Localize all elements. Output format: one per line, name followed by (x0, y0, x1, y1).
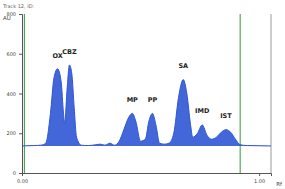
peak-label: IMD (195, 107, 210, 115)
x-axis-line (23, 174, 272, 177)
y-tick-label: 200 (6, 130, 16, 136)
peak-label: OX (52, 52, 62, 60)
peak-label: MP (127, 96, 138, 104)
y-tick: 600 (6, 51, 22, 57)
peak-label: SA (178, 62, 188, 70)
y-tick: 200 (6, 130, 22, 136)
peak-label: CBZ (62, 48, 77, 56)
y-tick-mark (19, 133, 22, 134)
x-tick-label: 1.00 (254, 178, 265, 184)
plot: 0.001.000200400600800OXCBZMPPPSAIMDIST (6, 11, 271, 183)
densitogram-line (22, 65, 271, 146)
y-axis-line (19, 15, 23, 174)
marks (22, 14, 271, 173)
x-tick: 0.00 (17, 173, 28, 184)
y-tick-label: 400 (6, 91, 16, 97)
y-tick-mark (19, 54, 22, 55)
peak-labels: OXCBZ MP PP SA IMD IST (52, 48, 232, 121)
marker-line (24, 14, 25, 173)
y-tick: 400 (6, 91, 22, 97)
frame-right (271, 14, 272, 173)
peak-label: IST (220, 112, 232, 120)
marker-line (240, 14, 241, 173)
y-tick-mark (19, 94, 22, 95)
y-axis: 0200400600800 (6, 11, 22, 176)
x-tick-mark (259, 173, 260, 176)
x-tick-label: 0.00 (17, 178, 28, 184)
x-tick: 1.00 (254, 173, 265, 184)
peak-area (22, 65, 271, 146)
y-tick: 0 (13, 170, 22, 176)
x-axis-title: Rf (276, 181, 283, 187)
y-tick-mark (19, 14, 22, 15)
chart: 0.001.000200400600800OXCBZMPPPSAIMDISTTr… (0, 0, 285, 189)
x-axis: 0.00 1.00 (17, 173, 272, 184)
title: Track 12, ID: (2, 3, 35, 9)
y-tick-label: 0 (13, 170, 16, 176)
y-tick-mark (19, 173, 22, 174)
peak-label: PP (148, 96, 158, 104)
y-axis-title: AU (3, 15, 11, 21)
y-tick-label: 600 (6, 51, 16, 57)
